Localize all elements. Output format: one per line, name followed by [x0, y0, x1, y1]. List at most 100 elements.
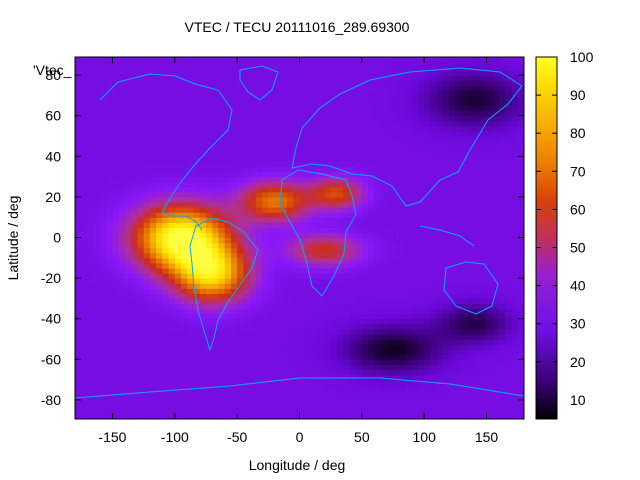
heatmap-cell [461, 217, 469, 223]
heatmap-cell [249, 344, 257, 350]
heatmap-cell [293, 232, 301, 239]
heatmap-cell [411, 262, 419, 269]
heatmap-cell [87, 344, 95, 350]
heatmap-cell [218, 298, 226, 305]
heatmap-cell [455, 410, 463, 416]
heatmap-cell [436, 186, 444, 193]
heatmap-cell [480, 267, 488, 274]
heatmap-cell [224, 247, 232, 254]
heatmap-cell [205, 313, 213, 320]
heatmap-cell [237, 323, 244, 330]
heatmap-cell [249, 410, 257, 416]
heatmap-cell [417, 227, 425, 234]
heatmap-cell [355, 105, 363, 112]
heatmap-cell [230, 136, 238, 142]
heatmap-cell [287, 186, 294, 193]
heatmap-cell [87, 196, 95, 203]
heatmap-cell [81, 191, 89, 198]
heatmap-cell [106, 176, 114, 183]
heatmap-cell [243, 303, 251, 310]
heatmap-cell [499, 308, 506, 315]
heatmap-cell [393, 176, 400, 183]
heatmap-cell [293, 120, 301, 127]
heatmap-cell [318, 303, 326, 310]
heatmap-cell [380, 278, 388, 284]
heatmap-cell [262, 186, 269, 193]
heatmap-cell [162, 130, 170, 137]
heatmap-cell [411, 389, 419, 396]
heatmap-cell [417, 323, 425, 330]
heatmap-cell [324, 318, 332, 325]
heatmap-cell [156, 166, 163, 173]
heatmap-cell [199, 171, 207, 178]
heatmap-cell [311, 201, 319, 208]
heatmap-cell [436, 394, 444, 401]
heatmap-cell [343, 125, 350, 132]
heatmap-cell [299, 90, 307, 96]
heatmap-cell [293, 176, 301, 183]
heatmap-cell [87, 75, 95, 81]
heatmap-cell [330, 262, 338, 269]
heatmap-cell [449, 105, 456, 112]
heatmap-cell [237, 374, 244, 381]
heatmap-cell [324, 136, 332, 142]
heatmap-cell [168, 303, 176, 310]
heatmap-cell [368, 415, 375, 419]
heatmap-cell [131, 136, 138, 142]
heatmap-cell [124, 75, 132, 81]
heatmap-cell [455, 384, 463, 391]
heatmap-cell [324, 70, 332, 76]
heatmap-cell [374, 394, 382, 401]
heatmap-cell [374, 262, 382, 269]
heatmap-cell [336, 146, 344, 152]
heatmap-cell [299, 415, 307, 419]
heatmap-cell [212, 75, 220, 81]
heatmap-cell [386, 125, 394, 132]
heatmap-cell [137, 298, 145, 305]
heatmap-cell [287, 257, 294, 264]
heatmap-cell [324, 166, 332, 173]
heatmap-cell [237, 120, 244, 127]
heatmap-cell [255, 100, 263, 107]
heatmap-cell [474, 394, 481, 401]
heatmap-cell [262, 156, 269, 162]
heatmap-cell [449, 242, 456, 249]
heatmap-cell [156, 303, 163, 310]
heatmap-cell [249, 242, 257, 249]
heatmap-cell [149, 201, 157, 208]
heatmap-cell [361, 267, 369, 274]
heatmap-cell [349, 176, 357, 183]
heatmap-cell [505, 369, 513, 376]
heatmap-cell [305, 349, 313, 355]
heatmap-cell [299, 161, 307, 168]
heatmap-cell [224, 313, 232, 320]
heatmap-cell [343, 100, 350, 107]
heatmap-cell [293, 323, 301, 330]
heatmap-cell [187, 354, 195, 360]
heatmap-cell [417, 374, 425, 381]
heatmap-cell [368, 339, 375, 345]
heatmap-cell [393, 303, 400, 310]
heatmap-cell [99, 384, 107, 391]
heatmap-cell [274, 115, 282, 122]
heatmap-cell [324, 333, 332, 340]
heatmap-cell [374, 115, 382, 122]
heatmap-cell [399, 85, 407, 91]
heatmap-cell [293, 293, 301, 299]
heatmap-cell [343, 120, 350, 127]
heatmap-cell [293, 70, 301, 76]
heatmap-cell [517, 339, 524, 345]
heatmap-cell [361, 359, 369, 365]
heatmap-cell [268, 115, 276, 122]
heatmap-cell [305, 415, 313, 419]
heatmap-cell [324, 288, 332, 294]
heatmap-cell [199, 161, 207, 168]
heatmap-cell [280, 267, 288, 274]
heatmap-cell [224, 283, 232, 289]
heatmap-cell [474, 186, 481, 193]
heatmap-cell [311, 146, 319, 152]
heatmap-cell [480, 318, 488, 325]
heatmap-cell [299, 313, 307, 320]
heatmap-cell [455, 257, 463, 264]
heatmap-cell [106, 288, 114, 294]
